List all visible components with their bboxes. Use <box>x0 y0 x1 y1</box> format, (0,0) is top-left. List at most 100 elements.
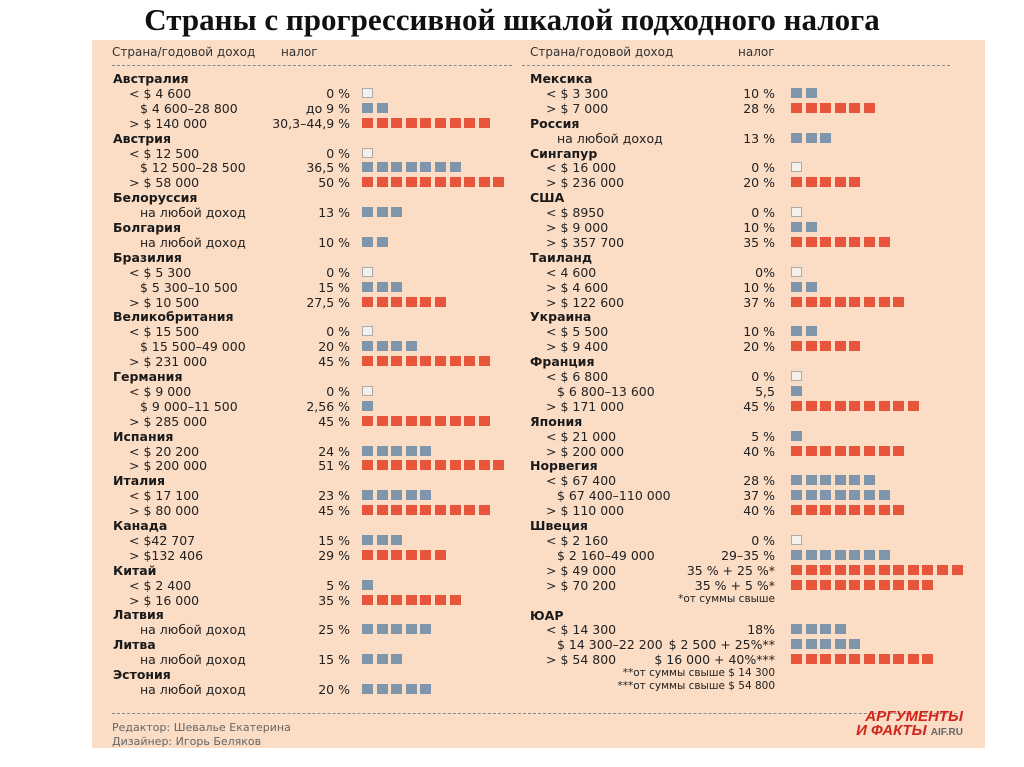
bracket-row: < 4 600 0% <box>510 265 930 280</box>
bar-square-empty <box>362 147 373 158</box>
logo-line2: И ФАКТЫ <box>856 722 927 739</box>
bar-square-top <box>405 594 417 605</box>
bar-square-top <box>849 579 861 590</box>
bracket-row: > $ 200 000 51 % <box>92 458 512 473</box>
bracket-row: > $ 357 700 35 % <box>510 235 930 250</box>
income-range: > $ 49 000 <box>546 562 617 578</box>
tax-rate: 10 % <box>743 220 775 235</box>
bar-square <box>435 162 446 173</box>
bar-square-top <box>805 564 817 575</box>
bar-square <box>849 475 861 486</box>
bar-square-top <box>805 296 817 307</box>
bar-square-top <box>362 415 373 426</box>
income-range: > $ 171 000 <box>546 398 625 414</box>
bar-square-top <box>405 117 417 128</box>
country-name: Китай <box>113 562 157 578</box>
bar-square-top <box>376 177 388 188</box>
bar-square <box>362 624 373 635</box>
bar-square <box>391 445 403 456</box>
bar-square <box>805 281 817 292</box>
bracket-row: < $ 17 100 23 % <box>92 488 512 503</box>
bar-square-top <box>864 445 875 456</box>
bar-square <box>362 162 373 173</box>
bar-square-top <box>820 654 832 665</box>
tax-rate: 35 % <box>743 234 775 250</box>
bar-square-top <box>907 579 919 590</box>
bar-square <box>391 683 403 694</box>
income-range: $ 2 160–49 000 <box>557 547 655 563</box>
bar-square-top <box>391 296 403 307</box>
bracket-row: $ 5 300–10 500 15 % <box>92 280 512 295</box>
income-range: < $ 17 100 <box>129 488 200 504</box>
bar-square <box>805 326 817 337</box>
bar-square <box>420 624 432 635</box>
bar-square-top <box>834 445 846 456</box>
tax-rate: 18% <box>747 622 775 638</box>
bracket-row: > $ 16 000 35 % <box>92 593 512 608</box>
header-divider-right <box>522 65 950 66</box>
income-range: $ 12 500–28 500 <box>140 160 246 176</box>
income-range: < $ 67 400 <box>546 473 617 489</box>
bar-square <box>834 475 846 486</box>
bar-square <box>405 683 417 694</box>
footnote: ***от суммы свыше $ 54 800 <box>617 680 776 693</box>
income-range: > $ 200 000 <box>129 458 208 474</box>
bracket-row: на любой доход 10 % <box>92 235 512 250</box>
country-name: Сингапур <box>530 145 598 161</box>
country-name: Австралия <box>113 71 189 86</box>
tax-rate: 10 % <box>743 279 775 295</box>
bar-square <box>376 207 388 218</box>
tax-rate: 51 % <box>318 458 350 474</box>
income-range: $ 15 500–49 000 <box>140 339 246 355</box>
income-range: < $ 9 000 <box>129 383 192 399</box>
bar-square <box>805 639 817 650</box>
bracket-row: < $ 14 300 18% <box>510 622 930 637</box>
bar-square <box>805 132 817 143</box>
bar-square <box>376 490 388 501</box>
tax-rate: 20 % <box>743 339 775 355</box>
logo-site: AIF.RU <box>930 727 963 738</box>
bar-square-top <box>849 654 861 665</box>
bar-square-top <box>907 654 919 665</box>
bar-square-top <box>435 177 446 188</box>
bar-square <box>805 549 817 560</box>
bracket-row: $ 9 000–11 500 2,56 % <box>92 399 512 414</box>
income-range: > $ 54 800 <box>546 652 617 668</box>
country-name: Италия <box>113 473 166 489</box>
bar-square <box>805 624 817 635</box>
bar-square-top <box>864 564 875 575</box>
infographic-panel: Страна/годовой доход налог Страна/годово… <box>92 40 985 748</box>
bracket-row: $ 15 500–49 000 20 % <box>92 339 512 354</box>
tax-rate: $ 2 500 + 25%** <box>668 637 775 653</box>
country-name: Франция <box>530 354 595 370</box>
bar-square-top <box>362 505 373 516</box>
bar-square <box>791 385 802 396</box>
bar-square-top <box>420 117 432 128</box>
country-name: Канада <box>113 518 168 533</box>
bar-square-top <box>420 356 432 367</box>
bar-square-top <box>805 236 817 247</box>
income-range: > $ 80 000 <box>129 503 200 519</box>
bar-square-top <box>435 594 446 605</box>
income-range: < $42 707 <box>129 532 196 548</box>
tax-rate: 36,5 % <box>306 160 350 176</box>
bracket-row: < $ 5 300 0 % <box>92 265 512 280</box>
income-range: > $ 10 500 <box>129 294 200 310</box>
income-range: < $ 5 500 <box>546 324 609 340</box>
income-range: $ 6 800–13 600 <box>557 383 655 399</box>
tax-rate: 15 % <box>318 532 350 548</box>
bracket-row: < $ 5 500 10 % <box>510 324 930 339</box>
tax-rate: 20 % <box>318 681 350 697</box>
income-range: $ 14 300–22 200 <box>557 637 663 653</box>
income-range: > $ 357 700 <box>546 234 625 250</box>
bar-square-top <box>464 415 476 426</box>
bar-square-top <box>805 445 817 456</box>
bar-square-top <box>849 341 861 352</box>
bar-square-top <box>849 236 861 247</box>
bar-square <box>405 445 417 456</box>
aif-logo: АРГУМЕНТЫ И ФАКТЫ AIF.RU <box>856 709 963 740</box>
bracket-row: > $ 236 000 20 % <box>510 175 930 190</box>
bar-square-top <box>376 415 388 426</box>
tax-rate: 30,3–44,9 % <box>272 115 350 131</box>
bracket-row: $ 14 300–22 200 $ 2 500 + 25%** <box>510 637 930 652</box>
